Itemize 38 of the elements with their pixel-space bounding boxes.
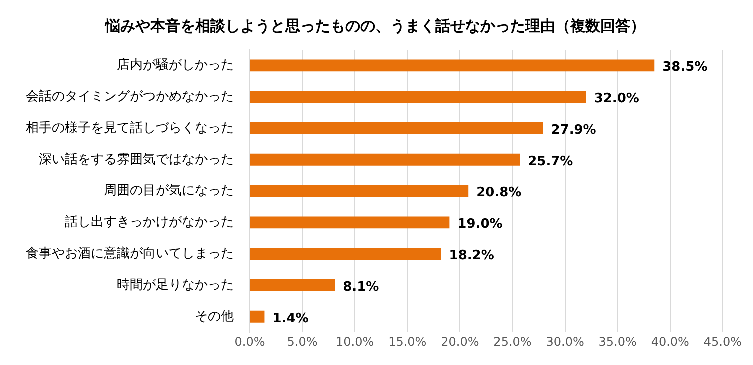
- data-label: 38.5%: [662, 60, 708, 76]
- bar: [250, 248, 442, 260]
- data-label: 19.0%: [458, 217, 503, 232]
- data-label: 18.2%: [449, 248, 494, 264]
- bar: [250, 310, 265, 323]
- y-tick-label: 深い話をする雰囲気ではなかった: [39, 152, 234, 168]
- data-label: 8.1%: [343, 280, 380, 295]
- bar: [250, 154, 520, 166]
- data-label: 27.9%: [551, 122, 596, 138]
- x-tick-label: 45.0%: [704, 334, 742, 349]
- y-tick-label: 相手の様子を見て話しづらくなった: [26, 120, 234, 136]
- bar: [250, 60, 655, 72]
- y-tick-label: 店内が騒がしかった: [117, 57, 234, 74]
- y-tick-label: 時間が足りなかった: [117, 278, 234, 293]
- x-tick-label: 25.0%: [494, 334, 532, 349]
- x-tick-label: 5.0%: [287, 334, 318, 349]
- bar: [250, 280, 336, 292]
- y-tick-label: 話し出すきっかけがなかった: [65, 215, 234, 230]
- x-tick-label: 30.0%: [546, 334, 584, 349]
- data-label: 25.7%: [528, 154, 574, 170]
- bar: [250, 185, 469, 198]
- x-tick-label: 10.0%: [336, 334, 374, 349]
- y-tick-label: 会話のタイミングがつかめなかった: [26, 89, 234, 104]
- x-tick-label: 15.0%: [388, 334, 427, 349]
- x-tick-label: 40.0%: [651, 334, 690, 349]
- data-label: 32.0%: [594, 91, 640, 106]
- y-tick-label: 周囲の目が気になった: [104, 184, 234, 199]
- y-tick-label: その他: [195, 309, 234, 324]
- chart-title: 悩みや本音を相談しようと思ったものの、うまく話せなかった理由（複数回答）: [104, 16, 646, 35]
- x-tick-label: 35.0%: [598, 334, 637, 349]
- bar: [250, 216, 450, 229]
- data-label: 20.8%: [476, 186, 522, 201]
- x-tick-label: 0.0%: [234, 334, 266, 349]
- bar: [250, 122, 544, 134]
- y-tick-label: 食事やお酒に意識が向いてしまった: [26, 246, 234, 262]
- x-tick-label: 20.0%: [441, 334, 480, 349]
- data-label: 1.4%: [272, 311, 309, 326]
- bar: [250, 91, 586, 104]
